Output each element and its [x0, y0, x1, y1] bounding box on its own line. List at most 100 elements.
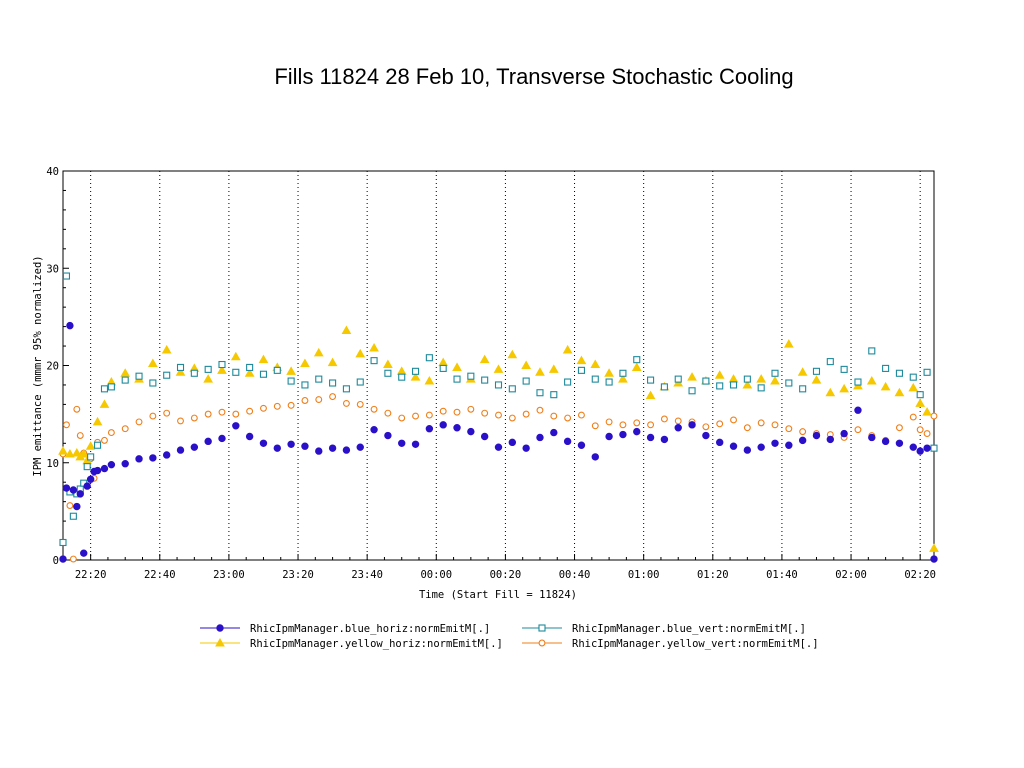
data-point	[327, 357, 338, 367]
data-point	[230, 351, 241, 361]
data-point	[479, 354, 490, 364]
data-point	[286, 366, 296, 375]
data-point	[839, 383, 849, 393]
data-point	[631, 362, 642, 371]
legend-label: RhicIpmManager.yellow_horiz:normEmitM[.]	[250, 638, 503, 650]
grid-lines	[90, 171, 921, 560]
y-tick-label: 40	[46, 166, 59, 178]
data-point	[190, 443, 199, 451]
data-point	[425, 425, 434, 433]
data-point	[868, 433, 876, 442]
data-point	[244, 368, 255, 377]
data-point	[76, 432, 84, 439]
data-point	[453, 424, 461, 432]
data-point	[424, 376, 435, 385]
x-tick-label: 01:00	[628, 569, 660, 581]
data-point	[812, 367, 821, 375]
data-point	[550, 412, 558, 420]
data-point	[342, 399, 350, 407]
data-point	[550, 391, 558, 399]
data-point	[757, 419, 765, 427]
data-point	[812, 431, 821, 440]
data-point	[633, 356, 641, 364]
data-point	[647, 376, 655, 384]
data-point	[716, 420, 724, 428]
data-point	[590, 359, 601, 369]
data-point	[854, 426, 862, 434]
x-tick-label: 23:40	[351, 569, 383, 581]
series-1	[59, 272, 938, 547]
data-point	[854, 378, 862, 386]
data-point	[930, 444, 938, 452]
data-point	[260, 404, 267, 412]
data-point	[536, 433, 544, 442]
data-point	[69, 486, 78, 494]
data-point	[908, 382, 919, 392]
data-point	[329, 379, 337, 387]
data-point	[618, 374, 628, 383]
data-point	[521, 360, 532, 369]
data-point	[121, 425, 129, 433]
data-point	[771, 421, 779, 429]
data-point	[916, 391, 924, 399]
data-point	[135, 455, 143, 463]
data-point	[481, 376, 489, 384]
data-point	[342, 446, 351, 454]
data-point	[398, 373, 406, 381]
data-point	[647, 421, 655, 429]
data-point	[604, 368, 614, 377]
data-point	[101, 436, 108, 444]
data-point	[370, 405, 378, 413]
data-point	[232, 422, 240, 430]
data-point	[412, 412, 419, 420]
data-point	[384, 409, 392, 417]
data-point	[591, 375, 599, 383]
data-point	[356, 400, 364, 408]
data-point	[313, 347, 324, 357]
data-point	[107, 383, 115, 391]
data-point	[411, 367, 420, 375]
data-point	[930, 555, 938, 563]
data-point	[702, 423, 710, 431]
data-point	[880, 381, 891, 391]
data-point	[826, 358, 834, 366]
data-point	[315, 396, 323, 403]
data-point	[161, 344, 172, 354]
data-point	[370, 357, 378, 365]
data-point	[646, 433, 655, 442]
data-point	[771, 439, 779, 447]
data-point	[564, 414, 572, 422]
data-point	[342, 385, 350, 393]
x-tick-label: 23:20	[282, 569, 314, 581]
data-point	[218, 360, 226, 369]
data-point	[121, 376, 129, 384]
data-point	[797, 367, 808, 376]
data-point	[66, 321, 74, 330]
data-point	[916, 447, 924, 455]
data-point	[204, 365, 212, 373]
data-point	[895, 424, 903, 432]
data-point	[245, 432, 254, 441]
data-point	[176, 363, 185, 371]
data-point	[522, 410, 530, 418]
data-point	[507, 349, 518, 359]
data-point	[619, 369, 627, 377]
data-point	[190, 369, 198, 377]
data-point	[619, 421, 627, 429]
data-point	[120, 368, 131, 377]
data-point	[714, 370, 725, 379]
legend-marker	[538, 639, 546, 647]
y-tick-label: 30	[46, 263, 59, 275]
data-point	[605, 432, 613, 441]
data-point	[522, 444, 530, 452]
data-point	[605, 418, 613, 426]
x-tick-label: 22:20	[75, 569, 107, 581]
data-point	[162, 451, 171, 459]
data-point	[135, 372, 143, 380]
data-point	[783, 339, 794, 348]
data-point	[177, 417, 184, 425]
data-point	[190, 414, 198, 422]
data-point	[619, 430, 627, 439]
data-point	[100, 464, 109, 473]
